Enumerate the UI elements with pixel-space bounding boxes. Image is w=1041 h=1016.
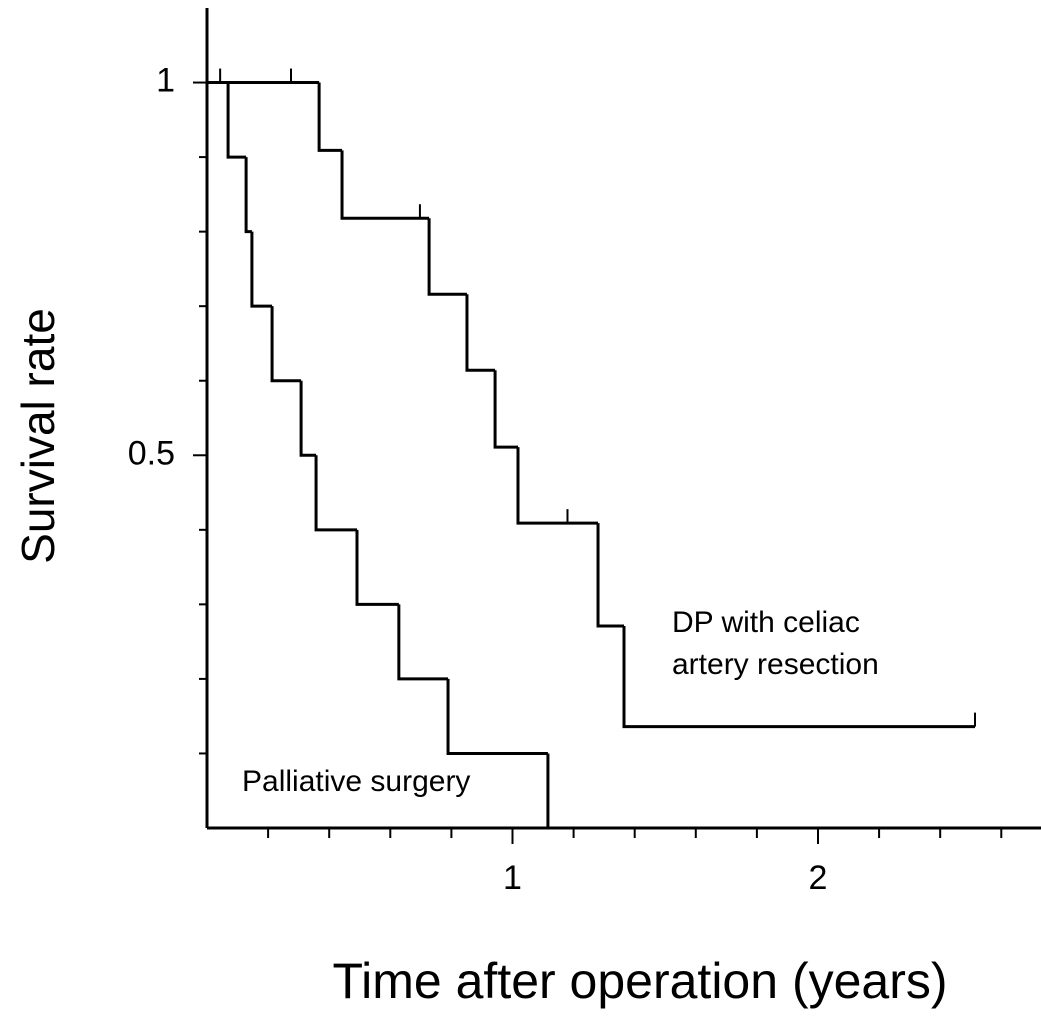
step-segment — [226, 82, 247, 159]
annotation: Palliative surgery — [242, 765, 470, 798]
step-segment — [622, 625, 976, 729]
survival-curve — [207, 81, 550, 828]
step-segment — [427, 218, 467, 296]
annotation: DP with celiac — [672, 606, 860, 639]
step-segment — [446, 678, 548, 755]
annotation: artery resection — [672, 648, 879, 681]
step-segment — [596, 523, 624, 628]
step-segment — [250, 231, 273, 308]
x-tick-label: 1 — [503, 859, 522, 897]
step-segment — [270, 306, 302, 383]
step-segment — [397, 604, 449, 681]
step-segment — [493, 370, 518, 449]
step-segment — [340, 150, 430, 220]
step-segment — [244, 157, 252, 234]
step-segment — [355, 529, 399, 606]
step-segment — [299, 380, 317, 457]
step-segment — [314, 455, 357, 532]
y-tick-label: 0.5 — [128, 434, 175, 472]
step-segment — [516, 447, 599, 525]
y-axis-label: Survival rate — [12, 308, 64, 564]
step-segment — [317, 82, 343, 152]
step-segment — [465, 294, 496, 372]
survival-curve — [207, 68, 977, 729]
x-axis-label: Time after operation (years) — [332, 953, 947, 1009]
x-tick-label: 2 — [809, 859, 828, 897]
y-tick-label: 1 — [156, 62, 175, 100]
